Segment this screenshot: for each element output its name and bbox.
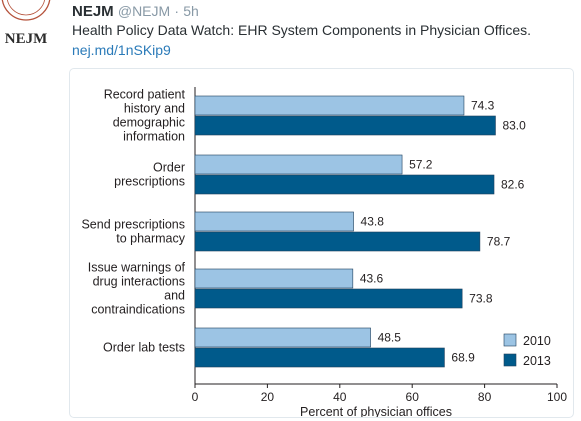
bar-2010-1 <box>194 154 403 175</box>
x-tick-label-20: 20 <box>261 390 275 404</box>
value-label-2010-2: 43.8 <box>361 215 385 229</box>
x-tick-label-100: 100 <box>547 390 567 404</box>
tweet-timestamp[interactable]: 5h <box>183 3 199 19</box>
category-label-1: Order prescriptions <box>114 161 185 189</box>
legend-label-2010: 2010 <box>523 334 551 348</box>
x-tick-label-40: 40 <box>333 390 347 404</box>
chart: 74.3 83.0 Record patient history and demogra… <box>81 87 567 418</box>
value-label-2013-0: 83.0 <box>502 119 526 133</box>
bar-2010-4 <box>194 327 371 348</box>
x-tick-label-80: 80 <box>478 390 492 404</box>
category-label-3: Issue warnings of drug interactions and con… <box>88 261 186 317</box>
x-tick-label-60: 60 <box>406 390 420 404</box>
nejm-logo: NEJM <box>1 0 51 47</box>
media-card[interactable]: 74.3 83.0 Record patient history and demogra… <box>69 68 574 418</box>
value-label-2010-4: 48.5 <box>378 331 402 345</box>
category-label-4: Order lab tests <box>103 341 185 355</box>
bar-2010-2 <box>194 211 354 232</box>
value-label-2013-4: 68.9 <box>451 351 475 365</box>
x-tick-label-0: 0 <box>192 390 199 404</box>
legend-swatch-2013 <box>503 353 517 367</box>
value-label-2013-1: 82.6 <box>501 178 525 192</box>
tweet-link[interactable]: nej.md/1nSKip9 <box>72 42 171 58</box>
header-separator: · <box>174 3 180 19</box>
author-handle[interactable]: @NEJM <box>117 3 171 19</box>
avatar[interactable]: NEJM <box>0 0 62 62</box>
bar-2013-1 <box>194 174 495 195</box>
author-name[interactable]: NEJM <box>72 3 114 20</box>
avatar-logo-text: NEJM <box>5 31 48 47</box>
value-label-2010-0: 74.3 <box>471 99 495 113</box>
category-label-0: Record patient history and demographic info… <box>104 88 186 144</box>
value-label-2013-3: 73.8 <box>469 292 493 306</box>
bar-2013-0 <box>194 115 496 136</box>
legend-label-2013: 2013 <box>523 354 551 368</box>
tweet-header: NEJM @NEJM · 5h <box>72 2 199 21</box>
legend-swatch-2010 <box>503 333 517 347</box>
bar-2010-3 <box>194 268 354 289</box>
value-label-2010-1: 57.2 <box>409 158 433 172</box>
bar-2010-0 <box>194 95 465 116</box>
category-label-2: Send prescriptions to pharmacy <box>81 218 185 246</box>
value-label-2013-2: 78.7 <box>487 235 511 249</box>
x-axis-label: Percent of physician offices <box>300 405 452 418</box>
bar-2013-3 <box>194 288 463 309</box>
bar-2013-4 <box>194 347 445 368</box>
value-label-2010-3: 43.6 <box>360 272 384 286</box>
bar-2013-2 <box>194 231 481 252</box>
tweet-text: Health Policy Data Watch: EHR System Com… <box>72 22 532 38</box>
